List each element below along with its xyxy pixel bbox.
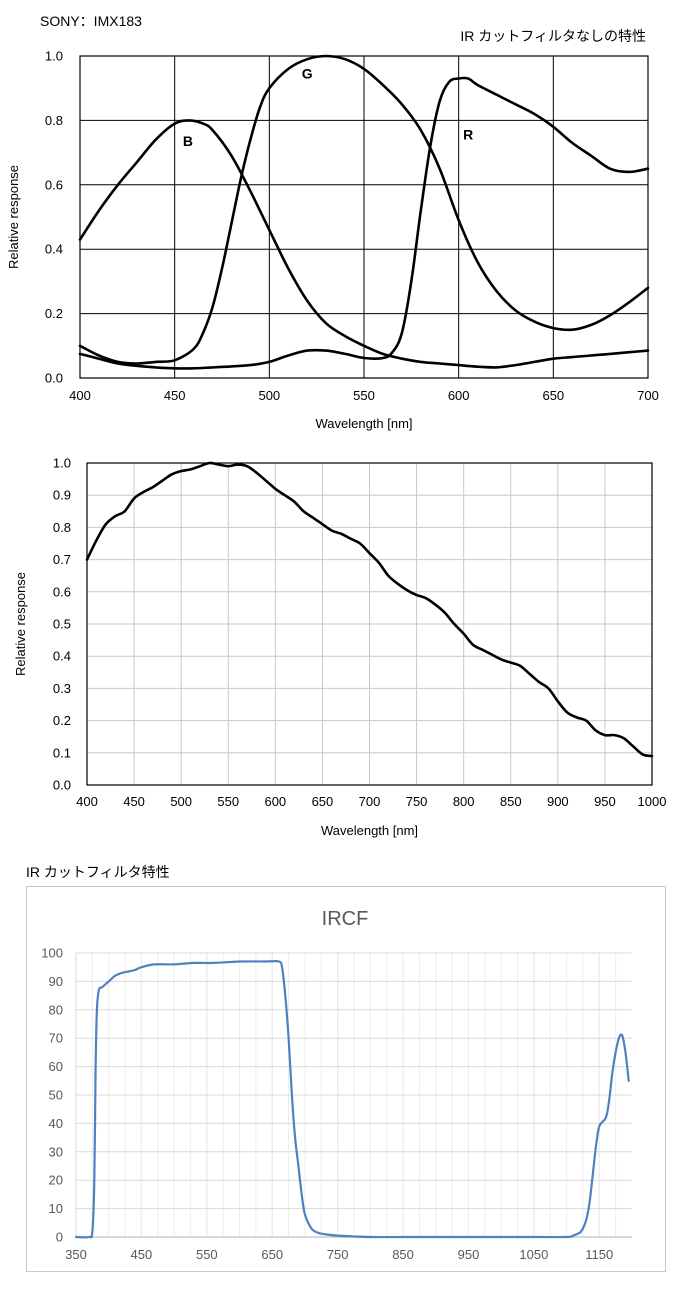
x-tick-label: 650 <box>542 388 564 403</box>
x-tick-label: 500 <box>258 388 280 403</box>
y-tick-label: 1.0 <box>45 49 63 64</box>
x-tick-label: 850 <box>500 794 522 809</box>
x-tick-label: 800 <box>453 794 475 809</box>
ircf-chart-title: IRCF <box>322 908 369 930</box>
x-tick-label: 450 <box>164 388 186 403</box>
series-line-r <box>78 76 650 370</box>
series-line-b <box>78 119 650 369</box>
y-tick-label: 0.0 <box>45 371 63 386</box>
x-tick-label: 950 <box>458 1247 480 1262</box>
y-tick-label: 0.6 <box>53 584 71 599</box>
y-axis-label: Relative response <box>13 572 28 676</box>
y-tick-label: 0.2 <box>45 306 63 321</box>
series-label-g: G <box>302 66 313 82</box>
x-tick-label: 1150 <box>585 1247 613 1262</box>
y-tick-label: 0.7 <box>53 552 71 567</box>
y-tick-label: 0.0 <box>53 778 71 793</box>
chart3-heading: IR カットフィルタ特性 <box>26 864 170 880</box>
y-tick-label: 0.8 <box>53 520 71 535</box>
x-axis-label: Wavelength [nm] <box>321 823 418 838</box>
y-tick-label: 10 <box>49 1201 63 1216</box>
x-tick-label: 900 <box>547 794 569 809</box>
x-tick-label: 850 <box>392 1247 414 1262</box>
y-tick-label: 0.2 <box>53 713 71 728</box>
y-tick-label: 0.4 <box>45 242 63 257</box>
x-tick-label: 600 <box>264 794 286 809</box>
x-tick-label: 550 <box>217 794 239 809</box>
chart1-heading: IR カットフィルタなしの特性 <box>460 28 646 44</box>
plot-frame <box>86 462 653 786</box>
y-tick-label: 40 <box>49 1116 63 1131</box>
series-line-g <box>78 54 650 365</box>
y-tick-label: 0.1 <box>53 745 71 760</box>
y-tick-label: 30 <box>49 1144 63 1159</box>
x-tick-label: 600 <box>448 388 470 403</box>
x-tick-label: 650 <box>312 794 334 809</box>
y-tick-label: 0.5 <box>53 617 71 632</box>
ircf-chart-frame <box>26 886 666 1272</box>
x-tick-label: 700 <box>359 794 381 809</box>
x-tick-label: 350 <box>65 1247 87 1262</box>
y-tick-label: 0.6 <box>45 177 63 192</box>
x-tick-label: 450 <box>131 1247 153 1262</box>
chart-spectral-response-mono: 400 450 500 550 600 650 700 750 800 850 900 950 1000… <box>13 456 667 839</box>
series-line-0 <box>85 461 654 758</box>
x-tick-label: 650 <box>261 1247 283 1262</box>
x-tick-label: 500 <box>170 794 192 809</box>
y-tick-label: 80 <box>49 1002 63 1017</box>
y-tick-label: 70 <box>49 1031 63 1046</box>
y-tick-label: 50 <box>49 1088 63 1103</box>
y-tick-label: 90 <box>49 974 63 989</box>
chart-spectral-response-rgb: 400 450 500 550 600 650 700 0.0 0.2 0.4 0.6 0.8 1.0 W… <box>6 49 659 432</box>
series-line-0 <box>74 960 630 1239</box>
x-axis-label: Wavelength [nm] <box>315 416 412 431</box>
x-tick-label: 750 <box>327 1247 349 1262</box>
series-label-r: R <box>463 127 473 143</box>
y-tick-label: 20 <box>49 1173 63 1188</box>
y-tick-label: 0.4 <box>53 649 71 664</box>
x-tick-label: 1050 <box>519 1247 548 1262</box>
x-tick-label: 700 <box>637 388 659 403</box>
y-axis-label: Relative response <box>6 165 21 269</box>
x-tick-label: 550 <box>196 1247 218 1262</box>
x-tick-label: 400 <box>69 388 91 403</box>
y-tick-label: 0 <box>56 1230 63 1245</box>
series-label-b: B <box>183 133 193 149</box>
x-tick-label: 450 <box>123 794 145 809</box>
x-tick-label: 1000 <box>638 794 667 809</box>
x-tick-label: 950 <box>594 794 616 809</box>
y-tick-label: 0.8 <box>45 113 63 128</box>
x-tick-label: 400 <box>76 794 98 809</box>
y-tick-label: 0.9 <box>53 488 71 503</box>
y-tick-label: 100 <box>41 946 63 961</box>
y-tick-label: 60 <box>49 1059 63 1074</box>
plot-frame <box>79 55 649 379</box>
x-tick-label: 750 <box>406 794 428 809</box>
x-tick-label: 550 <box>353 388 375 403</box>
brand-label: SONY：IMX183 <box>40 13 142 29</box>
y-tick-label: 0.3 <box>53 681 71 696</box>
y-tick-label: 1.0 <box>53 456 71 471</box>
